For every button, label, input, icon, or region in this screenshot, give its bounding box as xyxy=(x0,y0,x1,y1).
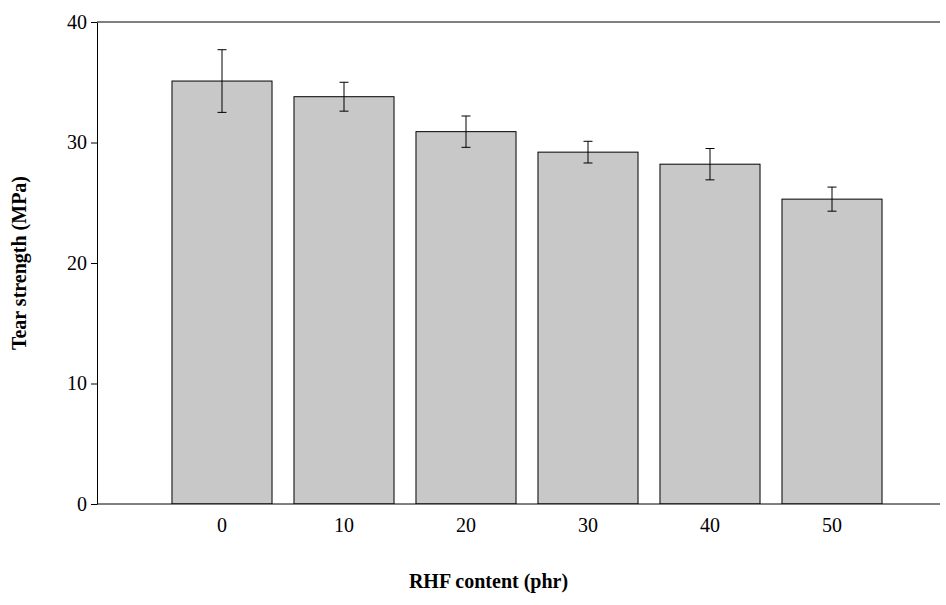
plot-area xyxy=(172,50,882,504)
error-bar-cap xyxy=(462,147,471,148)
plot-frame-top xyxy=(97,22,940,23)
error-bar-cap xyxy=(828,211,837,212)
error-bar-stem xyxy=(466,116,467,147)
x-tick-label: 40 xyxy=(700,514,720,536)
y-tick: 30 xyxy=(67,131,97,153)
error-bar xyxy=(340,82,349,111)
bar xyxy=(416,132,516,504)
error-bar-cap xyxy=(340,111,349,112)
bar xyxy=(294,97,394,504)
y-tick-mark xyxy=(91,143,97,144)
error-bar-cap xyxy=(828,187,837,188)
error-bar-stem xyxy=(832,187,833,211)
error-bar-cap xyxy=(584,141,593,142)
y-tick-label: 10 xyxy=(67,372,87,394)
y-tick-label: 40 xyxy=(67,11,87,33)
x-tick-label: 20 xyxy=(456,514,476,536)
y-tick-label: 20 xyxy=(67,252,87,274)
y-tick-label: 30 xyxy=(67,131,87,153)
y-tick: 0 xyxy=(77,493,97,515)
x-tick: 40 xyxy=(700,504,720,536)
error-bar-cap xyxy=(706,148,715,149)
error-bar-cap xyxy=(462,115,471,116)
error-bar-cap xyxy=(584,162,593,163)
error-bar-cap xyxy=(218,49,227,50)
y-tick: 40 xyxy=(67,11,97,33)
y-axis: 0 10 20 30 40 xyxy=(67,11,98,515)
y-axis-title: Tear strength (MPa) xyxy=(8,176,31,350)
y-tick-mark xyxy=(91,384,97,385)
bar xyxy=(538,152,638,504)
error-bar-stem xyxy=(710,149,711,180)
error-bar xyxy=(218,50,227,113)
error-bar xyxy=(462,116,471,147)
error-bar-cap xyxy=(340,82,349,83)
x-tick: 10 xyxy=(334,504,354,536)
bar xyxy=(782,199,882,504)
x-tick: 20 xyxy=(456,504,476,536)
x-tick: 50 xyxy=(822,504,842,536)
x-axis-title: RHF content (phr) xyxy=(409,570,568,593)
x-axis: 0 10 20 30 40 50 xyxy=(97,504,940,536)
y-tick: 10 xyxy=(67,372,97,394)
y-tick-label: 0 xyxy=(77,493,87,515)
x-axis-line xyxy=(97,504,940,505)
error-bar-stem xyxy=(222,50,223,113)
x-tick: 0 xyxy=(217,504,227,536)
error-bar-stem xyxy=(344,82,345,111)
x-tick-label: 10 xyxy=(334,514,354,536)
bar xyxy=(172,81,272,504)
error-bar xyxy=(828,187,837,211)
x-tick-label: 0 xyxy=(217,514,227,536)
y-tick: 20 xyxy=(67,252,97,274)
error-bar-cap xyxy=(706,179,715,180)
error-bar-stem xyxy=(588,141,589,163)
y-tick-mark xyxy=(91,263,97,264)
x-tick: 30 xyxy=(578,504,598,536)
x-tick-label: 50 xyxy=(822,514,842,536)
y-axis-line xyxy=(97,23,98,505)
y-tick-mark xyxy=(91,504,97,505)
error-bar-cap xyxy=(218,112,227,113)
error-bar xyxy=(584,141,593,163)
x-tick-label: 30 xyxy=(578,514,598,536)
bar xyxy=(660,164,760,504)
y-tick-mark xyxy=(91,22,97,23)
error-bar xyxy=(706,149,715,180)
